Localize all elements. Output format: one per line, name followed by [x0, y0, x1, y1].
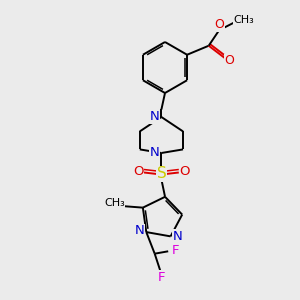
Text: N: N	[135, 224, 145, 237]
Text: S: S	[157, 167, 166, 182]
Text: CH₃: CH₃	[234, 15, 254, 25]
Text: O: O	[179, 165, 190, 178]
Text: N: N	[150, 110, 160, 123]
Text: F: F	[171, 244, 179, 256]
Text: O: O	[214, 18, 224, 31]
Text: CH₃: CH₃	[104, 198, 125, 208]
Text: O: O	[225, 54, 235, 67]
Text: N: N	[172, 230, 182, 243]
Text: N: N	[150, 146, 160, 159]
Text: O: O	[133, 165, 143, 178]
Text: F: F	[158, 271, 165, 284]
